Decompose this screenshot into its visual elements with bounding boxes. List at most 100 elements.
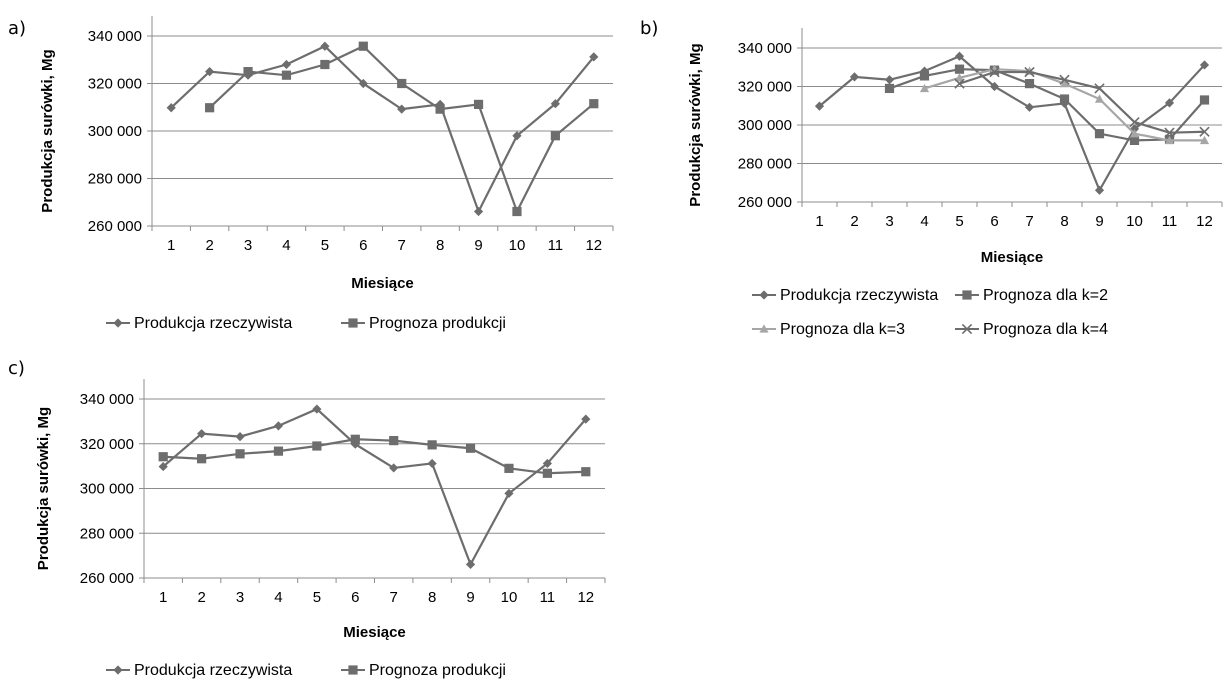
y-tick-label: 340 000 bbox=[738, 40, 792, 57]
x-tick-label: 8 bbox=[428, 589, 436, 606]
legend-label: Prognoza produkcji bbox=[369, 662, 506, 679]
data-point bbox=[197, 454, 207, 464]
x-tick-label: 9 bbox=[466, 589, 474, 606]
data-point bbox=[312, 441, 322, 451]
data-point bbox=[166, 103, 176, 113]
legend-marker bbox=[348, 665, 358, 675]
data-point bbox=[1059, 79, 1070, 88]
x-tick-label: 10 bbox=[509, 237, 526, 254]
x-tick-label: 2 bbox=[205, 237, 213, 254]
data-point bbox=[320, 59, 330, 70]
data-point bbox=[919, 83, 930, 93]
legend-label: Produkcja rzeczywista bbox=[780, 287, 938, 304]
x-tick-label: 10 bbox=[501, 589, 518, 606]
data-point bbox=[235, 449, 245, 459]
data-point bbox=[884, 83, 895, 94]
x-tick-label: 11 bbox=[548, 237, 564, 254]
x-tick-label: 7 bbox=[1025, 213, 1033, 230]
legend-marker bbox=[759, 290, 769, 300]
data-point bbox=[205, 67, 215, 77]
data-point bbox=[1199, 60, 1210, 70]
series-0 bbox=[158, 404, 591, 569]
data-point bbox=[197, 429, 207, 439]
y-axis-title: Produkcja surówki, Mg bbox=[39, 49, 56, 212]
data-point bbox=[435, 104, 445, 114]
x-tick-label: 11 bbox=[1162, 213, 1178, 230]
y-tick-label: 280 000 bbox=[80, 525, 134, 542]
x-tick-label: 1 bbox=[159, 589, 167, 606]
data-point bbox=[1129, 116, 1140, 128]
x-tick-label: 9 bbox=[474, 237, 482, 254]
data-point bbox=[158, 461, 168, 472]
data-point bbox=[954, 73, 965, 82]
data-point bbox=[550, 131, 560, 141]
y-tick-label: 340 000 bbox=[80, 391, 134, 408]
x-axis-title: Miesiące bbox=[343, 624, 406, 641]
data-point bbox=[581, 414, 591, 424]
data-point bbox=[205, 103, 215, 113]
y-tick-label: 280 000 bbox=[738, 156, 792, 173]
data-point bbox=[512, 131, 522, 141]
legend-label: Prognoza produkcji bbox=[369, 315, 506, 332]
y-tick-label: 340 000 bbox=[88, 28, 142, 45]
x-tick-label: 10 bbox=[1126, 213, 1143, 230]
legend-marker bbox=[348, 318, 358, 328]
data-point bbox=[1094, 185, 1105, 195]
y-tick-label: 300 000 bbox=[88, 123, 142, 140]
data-point bbox=[1199, 95, 1210, 105]
x-tick-label: 5 bbox=[313, 589, 321, 606]
legend-item: Produkcja rzeczywista bbox=[106, 662, 292, 679]
data-point bbox=[542, 468, 552, 478]
x-tick-label: 4 bbox=[274, 589, 282, 606]
x-tick-label: 5 bbox=[321, 237, 329, 254]
legend-item: Prognoza dla k=3 bbox=[752, 321, 905, 338]
x-tick-label: 1 bbox=[167, 237, 175, 254]
panel-label-b: b) bbox=[640, 18, 659, 39]
series-line bbox=[162, 407, 587, 567]
data-point bbox=[989, 81, 1000, 92]
legend-item: Prognoza produkcji bbox=[341, 315, 506, 332]
x-tick-label: 12 bbox=[1196, 213, 1213, 230]
x-tick-label: 3 bbox=[244, 237, 252, 254]
series-0 bbox=[166, 41, 599, 217]
data-point bbox=[542, 458, 552, 469]
data-point bbox=[919, 71, 930, 81]
data-point bbox=[954, 51, 965, 61]
data-point bbox=[427, 458, 437, 469]
x-tick-label: 4 bbox=[282, 237, 290, 254]
y-tick-label: 280 000 bbox=[88, 171, 142, 188]
data-point bbox=[235, 431, 245, 442]
data-point bbox=[581, 467, 591, 477]
data-point bbox=[1059, 74, 1070, 85]
x-tick-label: 8 bbox=[1060, 213, 1068, 230]
legend-item: Prognoza produkcji bbox=[341, 662, 506, 679]
data-point bbox=[884, 75, 895, 85]
data-point bbox=[1024, 102, 1035, 112]
x-tick-label: 8 bbox=[436, 237, 444, 254]
data-point bbox=[1164, 127, 1175, 138]
data-point bbox=[1059, 94, 1070, 104]
data-point bbox=[312, 404, 322, 414]
legend-label: Prognoza dla k=3 bbox=[780, 321, 905, 338]
series-line bbox=[889, 68, 1206, 142]
x-tick-label: 4 bbox=[920, 213, 928, 230]
data-point bbox=[389, 436, 399, 446]
data-point bbox=[243, 67, 253, 77]
x-tick-label: 3 bbox=[885, 213, 893, 230]
y-axis-title: Produkcja surówki, Mg bbox=[35, 407, 52, 570]
data-point bbox=[1094, 94, 1105, 103]
data-point bbox=[273, 421, 284, 431]
data-point bbox=[504, 463, 514, 473]
y-tick-label: 320 000 bbox=[80, 436, 134, 453]
x-tick-label: 2 bbox=[197, 589, 205, 606]
data-point bbox=[589, 52, 599, 62]
data-point bbox=[589, 99, 599, 109]
series-line bbox=[208, 44, 595, 215]
x-tick-label: 7 bbox=[398, 237, 406, 254]
y-tick-label: 300 000 bbox=[738, 117, 792, 134]
legend-item: Prognoza dla k=2 bbox=[955, 287, 1108, 304]
legend-label: Produkcja rzeczywista bbox=[134, 662, 292, 679]
series-line bbox=[163, 438, 586, 475]
data-point bbox=[1164, 98, 1175, 108]
data-point bbox=[281, 70, 292, 80]
